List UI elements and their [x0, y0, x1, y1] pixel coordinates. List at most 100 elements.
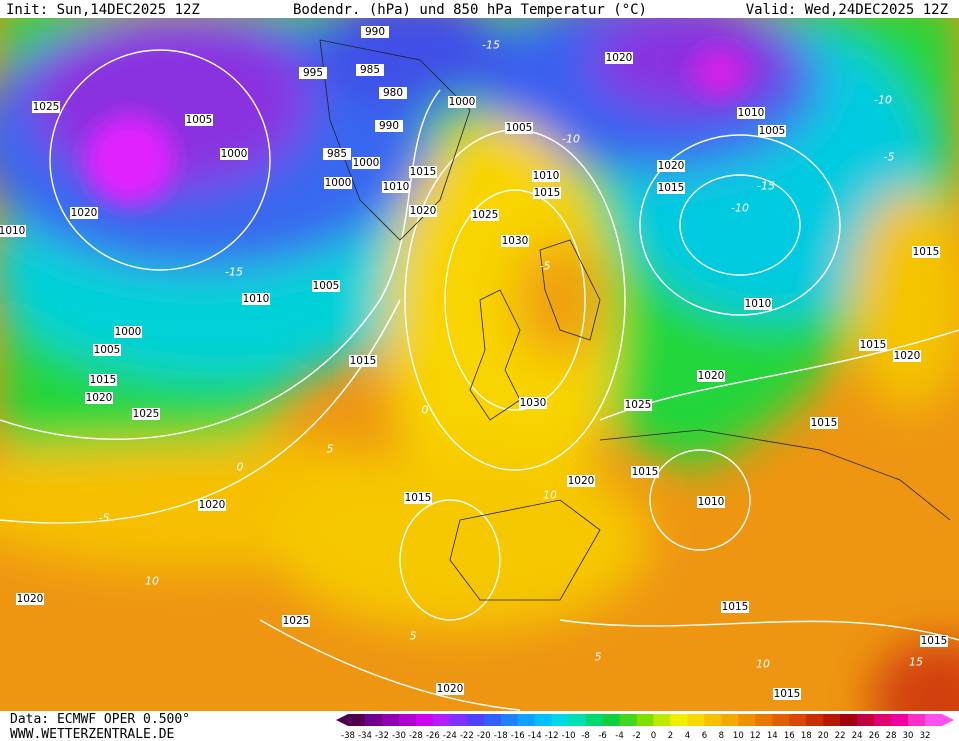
isobar-label-box — [0, 225, 26, 237]
isobar-label-box — [773, 688, 801, 700]
isobar-label-box — [89, 374, 117, 386]
coastlines — [319, 39, 951, 601]
isobar-label: 1015 — [90, 374, 117, 386]
isobar-label: 1005 — [186, 114, 213, 126]
colorbar-segment — [500, 714, 519, 726]
isobar-label: 1015 — [410, 166, 437, 178]
isobar-label: 1015 — [913, 246, 940, 258]
colorbar-segment — [415, 714, 434, 726]
isobar-label: 1020 — [71, 207, 98, 219]
colorbar-segment — [398, 714, 417, 726]
colorbar-label: 8 — [719, 731, 724, 741]
colorbar-label: -38 — [341, 731, 355, 741]
isobar-label: 1020 — [698, 370, 725, 382]
colorbar-segment — [670, 714, 688, 726]
isobar-label-box — [605, 52, 633, 64]
isobar-label: 1010 — [383, 181, 410, 193]
temperature-label: -5 — [540, 260, 551, 273]
temperature-label: 5 — [410, 630, 417, 643]
isobar-label: 1005 — [313, 280, 340, 292]
colorbar-label: -22 — [460, 731, 474, 741]
colorbar-segment — [891, 714, 909, 726]
isobar-label: 1020 — [606, 52, 633, 64]
isobar-label: 995 — [303, 67, 323, 79]
colorbar-label: -6 — [598, 731, 606, 741]
isobar-label-box — [352, 157, 380, 169]
isobar-label-box — [744, 298, 772, 310]
isobar-label-box — [624, 399, 652, 411]
colorbar-label: -28 — [409, 731, 423, 741]
temperature-label: -10 — [562, 133, 580, 146]
isobar-label: 1005 — [506, 122, 533, 134]
isobar-label-box — [758, 125, 786, 137]
isobar-label-box — [533, 187, 561, 199]
colorbar-segment — [568, 714, 587, 726]
colorbar-label: 4 — [685, 731, 690, 741]
isobar-label-box — [93, 344, 121, 356]
isobar-label: 1010 — [533, 170, 560, 182]
colorbar-segment — [449, 714, 468, 726]
isobar-label-box — [409, 205, 437, 217]
temperature-label: 0 — [422, 404, 429, 417]
colorbar-label: 18 — [801, 731, 812, 741]
isobar-label-box — [282, 615, 310, 627]
isobar-label-box — [382, 181, 410, 193]
isobar-label: 1020 — [199, 499, 226, 511]
isobar-label: 1025 — [472, 209, 499, 221]
isobar-label: 1015 — [860, 339, 887, 351]
isobar-label: 1025 — [283, 615, 310, 627]
colorbar-label: 30 — [903, 731, 914, 741]
isobar-label: 990 — [365, 26, 385, 38]
isobar-label: 1015 — [350, 355, 377, 367]
colorbar-segment — [687, 714, 705, 726]
isobar-label: 990 — [379, 120, 399, 132]
isobar-label-box — [185, 114, 213, 126]
isobar-label-box — [361, 26, 389, 38]
isobar-label-box — [349, 355, 377, 367]
isobar-label: 1000 — [449, 96, 476, 108]
isobar-label: 1025 — [133, 408, 160, 420]
colorbar-segment — [364, 714, 383, 726]
isobar-label-box — [198, 499, 226, 511]
colorbar-segment — [806, 714, 824, 726]
colorbar-label: 28 — [886, 731, 897, 741]
colorbar-label: 26 — [869, 731, 880, 741]
temperature-label: 15 — [909, 656, 923, 669]
colorbar-segment — [636, 714, 654, 726]
colorbar-segment — [483, 714, 502, 726]
isobar-label: 1025 — [33, 101, 60, 113]
colorbar-label: 2 — [668, 731, 673, 741]
colorbar-label: 10 — [733, 731, 744, 741]
isobar-label: 1030 — [520, 397, 547, 409]
isobar-label: 1015 — [774, 688, 801, 700]
site-url: WWW.WETTERZENTRALE.DE — [10, 727, 174, 741]
temperature-label: -5 — [99, 512, 110, 525]
isobar-label-box — [912, 246, 940, 258]
isobar-label-box — [631, 466, 659, 478]
colorbar-segment — [840, 714, 858, 726]
isobar-label-box — [737, 107, 765, 119]
colorbar-label: -26 — [426, 731, 440, 741]
colorbar-segment — [585, 714, 604, 726]
colorbar-label: -12 — [545, 731, 559, 741]
isobar-label-box — [404, 492, 432, 504]
isobar-label: 1015 — [405, 492, 432, 504]
isobar-label: 1000 — [325, 177, 352, 189]
isobar-label-box — [32, 101, 60, 113]
isobar-label: 1020 — [894, 350, 921, 362]
isobar-label: 1005 — [759, 125, 786, 137]
colorbar-segment — [789, 714, 807, 726]
isobar-label-box — [132, 408, 160, 420]
isobar-label-box — [859, 339, 887, 351]
colorbar-label: -10 — [562, 731, 576, 741]
isobar-label-box — [356, 64, 384, 76]
temperature-label: 10 — [145, 575, 159, 588]
isobar-label-box — [657, 182, 685, 194]
isobar-label-box — [501, 235, 529, 247]
colorbar-segment — [381, 714, 400, 726]
colorbar-segment — [432, 714, 451, 726]
isobar-label: 1010 — [738, 107, 765, 119]
